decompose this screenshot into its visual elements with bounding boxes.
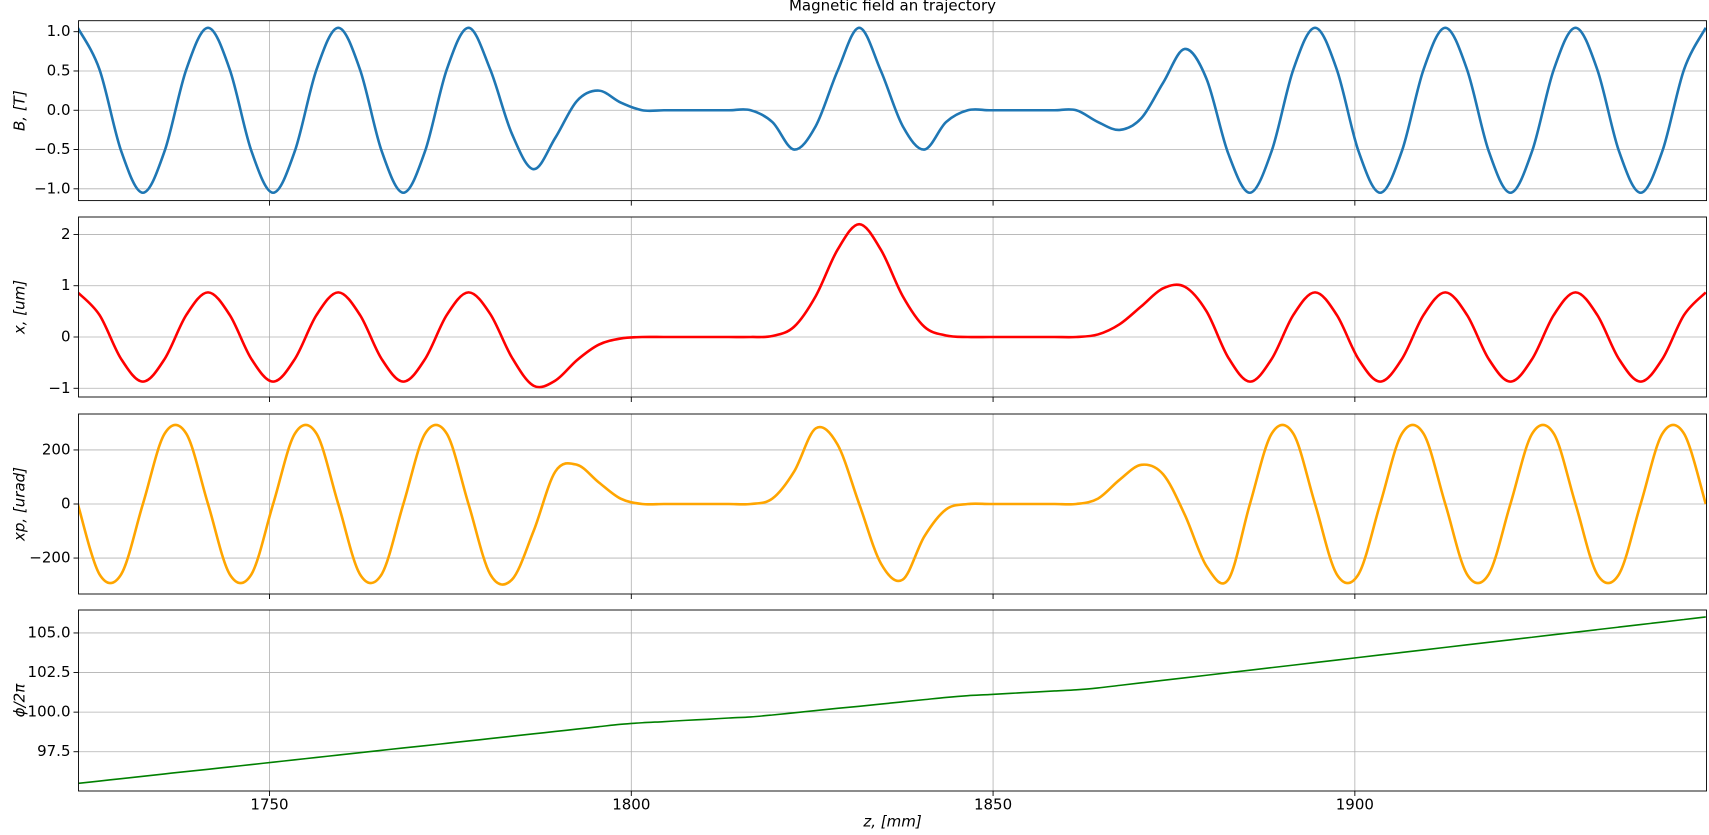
y-axis-label: x, [um] [11, 280, 29, 335]
axes-frame [78, 20, 1707, 202]
axes-frame [78, 609, 1707, 792]
y-tick-label: 200 [42, 440, 71, 458]
y-tick-label: 0 [61, 495, 71, 513]
x-tick-label: 1750 [250, 796, 288, 814]
axes-frame [78, 413, 1707, 595]
y-tick-label: 0.5 [47, 61, 71, 79]
data-line [78, 616, 1706, 785]
axes-frame [78, 216, 1707, 398]
y-axis-label: B, [T] [11, 90, 29, 131]
plot-area [78, 616, 1706, 785]
y-tick-label: 97.5 [37, 742, 70, 760]
x-tick-label: 1850 [974, 796, 1012, 814]
y-tick-label: 2 [61, 225, 71, 243]
plot-area [78, 423, 1707, 586]
chart-title: Magnetic field an trajectory [789, 0, 996, 15]
y-tick-label: 0.0 [47, 101, 71, 119]
x-tick-label: 1800 [612, 796, 650, 814]
y-tick-label: 105.0 [28, 623, 71, 641]
y-axis-label: xp, [urad] [11, 467, 29, 542]
y-tick-label: 102.5 [28, 663, 71, 681]
y-axis-label: ϕ/2π [11, 683, 29, 717]
y-tick-label: 1 [61, 276, 71, 294]
data-line [78, 423, 1707, 586]
y-tick-label: −200 [29, 549, 70, 567]
plot-area [78, 222, 1707, 389]
x-tick-label: 1900 [1336, 796, 1374, 814]
data-line [78, 26, 1707, 195]
y-tick-label: 1.0 [47, 22, 71, 40]
x-axis-label: z, [mm] [862, 813, 921, 831]
y-tick-label: 0 [61, 328, 71, 346]
y-tick-label: −1.0 [34, 179, 70, 197]
y-tick-label: 100.0 [28, 703, 71, 721]
y-tick-label: −0.5 [34, 140, 70, 158]
plot-area [78, 26, 1707, 195]
data-line [78, 222, 1707, 389]
y-tick-label: −1 [48, 379, 70, 397]
